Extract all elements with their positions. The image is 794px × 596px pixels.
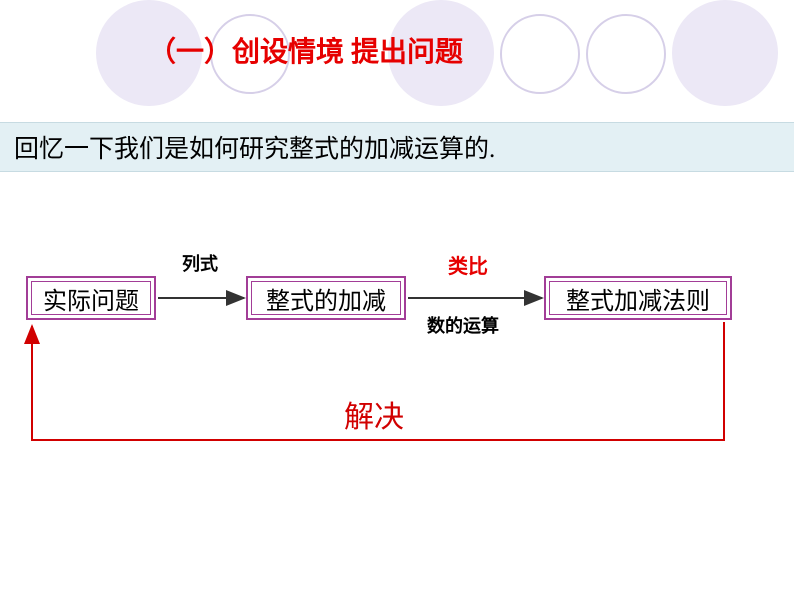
arrow-label-2: 类比 bbox=[448, 250, 488, 279]
flow-box-1: 实际问题 bbox=[31, 281, 151, 315]
flow-box-3-text: 整式加减法则 bbox=[566, 281, 710, 316]
solve-label: 解决 bbox=[344, 392, 404, 436]
flow-box-1-outer: 实际问题 bbox=[26, 276, 156, 320]
deco-circle-6 bbox=[672, 0, 778, 106]
arrow-label-1: 列式 bbox=[182, 250, 218, 276]
flow-box-1-text: 实际问题 bbox=[43, 281, 139, 316]
slide-title: （一）创设情境 提出问题 bbox=[148, 30, 463, 70]
arrow-label-3: 数的运算 bbox=[427, 312, 499, 338]
flow-box-2-outer: 整式的加减 bbox=[246, 276, 406, 320]
flow-box-3: 整式加减法则 bbox=[549, 281, 727, 315]
subtitle-text: 回忆一下我们是如何研究整式的加减运算的. bbox=[14, 129, 495, 165]
subtitle-bar: 回忆一下我们是如何研究整式的加减运算的. bbox=[0, 122, 794, 172]
deco-circle-5 bbox=[586, 14, 666, 94]
flow-box-2-text: 整式的加减 bbox=[266, 281, 386, 316]
flow-box-3-outer: 整式加减法则 bbox=[544, 276, 732, 320]
flow-box-2: 整式的加减 bbox=[251, 281, 401, 315]
deco-circle-4 bbox=[500, 14, 580, 94]
